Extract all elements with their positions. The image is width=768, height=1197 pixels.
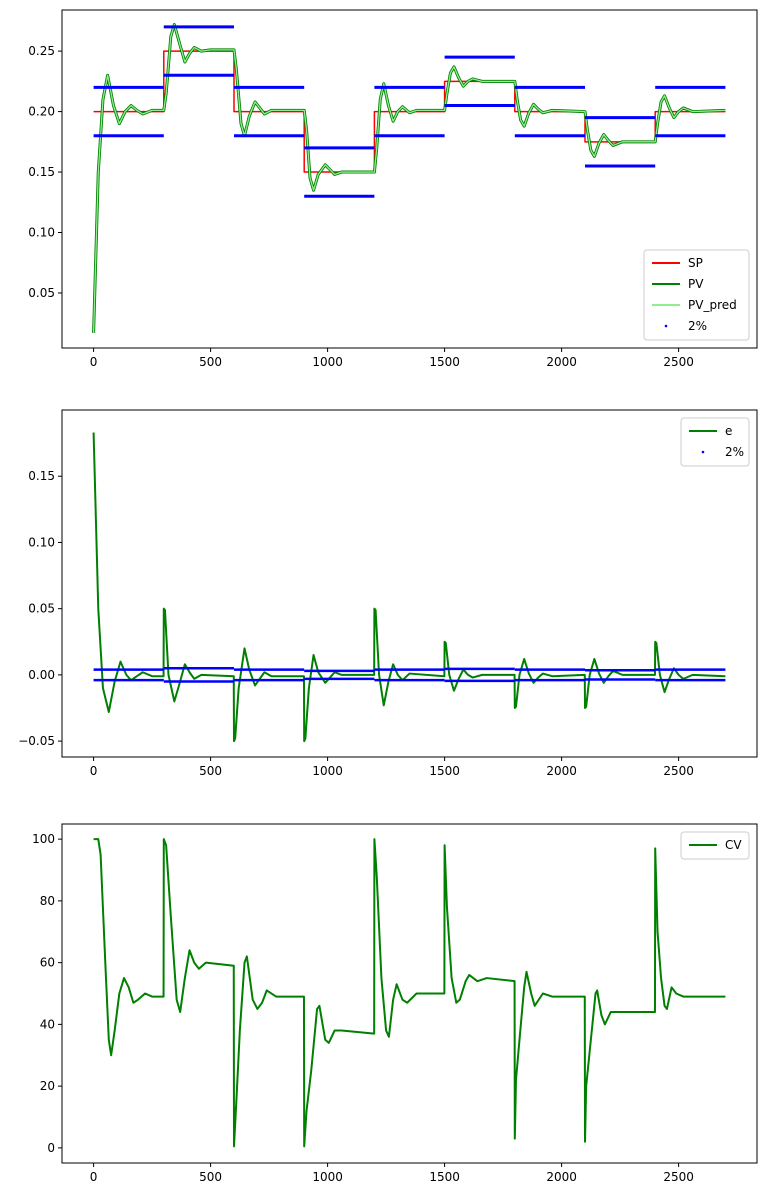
y-tick-label: 80: [40, 894, 55, 908]
x-tick-label: 2500: [663, 355, 694, 369]
x-tick-label: 500: [199, 355, 222, 369]
x-tick-label: 2500: [663, 764, 694, 778]
y-tick-label: 0.05: [28, 286, 55, 300]
x-tick-label: 1500: [429, 1170, 460, 1184]
y-tick-label: 0.15: [28, 469, 55, 483]
plot-area: [92, 23, 726, 333]
legend-marker-band: [701, 450, 705, 454]
y-tick-label: 100: [32, 832, 55, 846]
y-tick-label: 0.05: [28, 602, 55, 616]
x-tick-label: 500: [199, 1170, 222, 1184]
y-tick-label: 20: [40, 1079, 55, 1093]
x-tick-label: 1500: [429, 355, 460, 369]
x-tick-label: 1000: [312, 1170, 343, 1184]
y-tick-label: 0.00: [28, 668, 55, 682]
e-line: [92, 432, 726, 743]
cv-line: [93, 838, 726, 1148]
x-tick-label: 0: [90, 764, 98, 778]
pv-line: [92, 23, 726, 333]
y-tick-label: 0.15: [28, 165, 55, 179]
x-tick-label: 0: [90, 1170, 98, 1184]
legend-label: e: [725, 424, 732, 438]
x-tick-label: 1500: [429, 764, 460, 778]
subplot-3: 0 500 1000 1500 2000 2500 0 20 40 60 80 100 CV: [32, 823, 758, 1184]
plot-area: [93, 838, 726, 1148]
x-tick-label: 500: [199, 764, 222, 778]
subplot-1: 0 500 1000 1500 2000 2500 0.05 0.10 0.15 0.20 0.25…: [28, 9, 758, 369]
x-tick-label: 2500: [663, 1170, 694, 1184]
legend-label: CV: [725, 838, 742, 852]
pv-pred-line: [92, 23, 726, 333]
plot-area: [92, 432, 726, 743]
y-tick-label: 0.10: [28, 535, 55, 549]
legend-label: 2%: [725, 445, 744, 459]
x-tick-label: 2000: [546, 355, 577, 369]
legend-label: 2%: [688, 319, 707, 333]
legend: SP PV PV_pred 2%: [643, 249, 750, 341]
y-tick-label: 0.10: [28, 226, 55, 240]
x-tick-label: 0: [90, 355, 98, 369]
subplot-2: 0 500 1000 1500 2000 2500 −0.05 0.00 0.05 0.10 0.1…: [18, 409, 758, 778]
legend: e 2%: [680, 417, 750, 467]
legend-marker-band: [664, 324, 668, 328]
x-tick-label: 2000: [546, 1170, 577, 1184]
y-tick-label: 0.20: [28, 105, 55, 119]
x-tick-label: 1000: [312, 355, 343, 369]
axes-frame: [61, 409, 758, 758]
y-tick-label: 0: [47, 1141, 55, 1155]
legend-label: PV: [688, 277, 704, 291]
legend: CV: [680, 831, 750, 860]
y-tick-label: 60: [40, 956, 55, 970]
legend-label: PV_pred: [688, 298, 737, 312]
legend-label: SP: [688, 256, 703, 270]
legend-box: [643, 249, 750, 341]
x-tick-label: 2000: [546, 764, 577, 778]
x-tick-label: 1000: [312, 764, 343, 778]
y-tick-label: 40: [40, 1017, 55, 1031]
y-tick-label: −0.05: [18, 734, 55, 748]
axes-frame: [61, 9, 758, 349]
y-tick-label: 0.25: [28, 44, 55, 58]
axes-frame: [61, 823, 758, 1164]
